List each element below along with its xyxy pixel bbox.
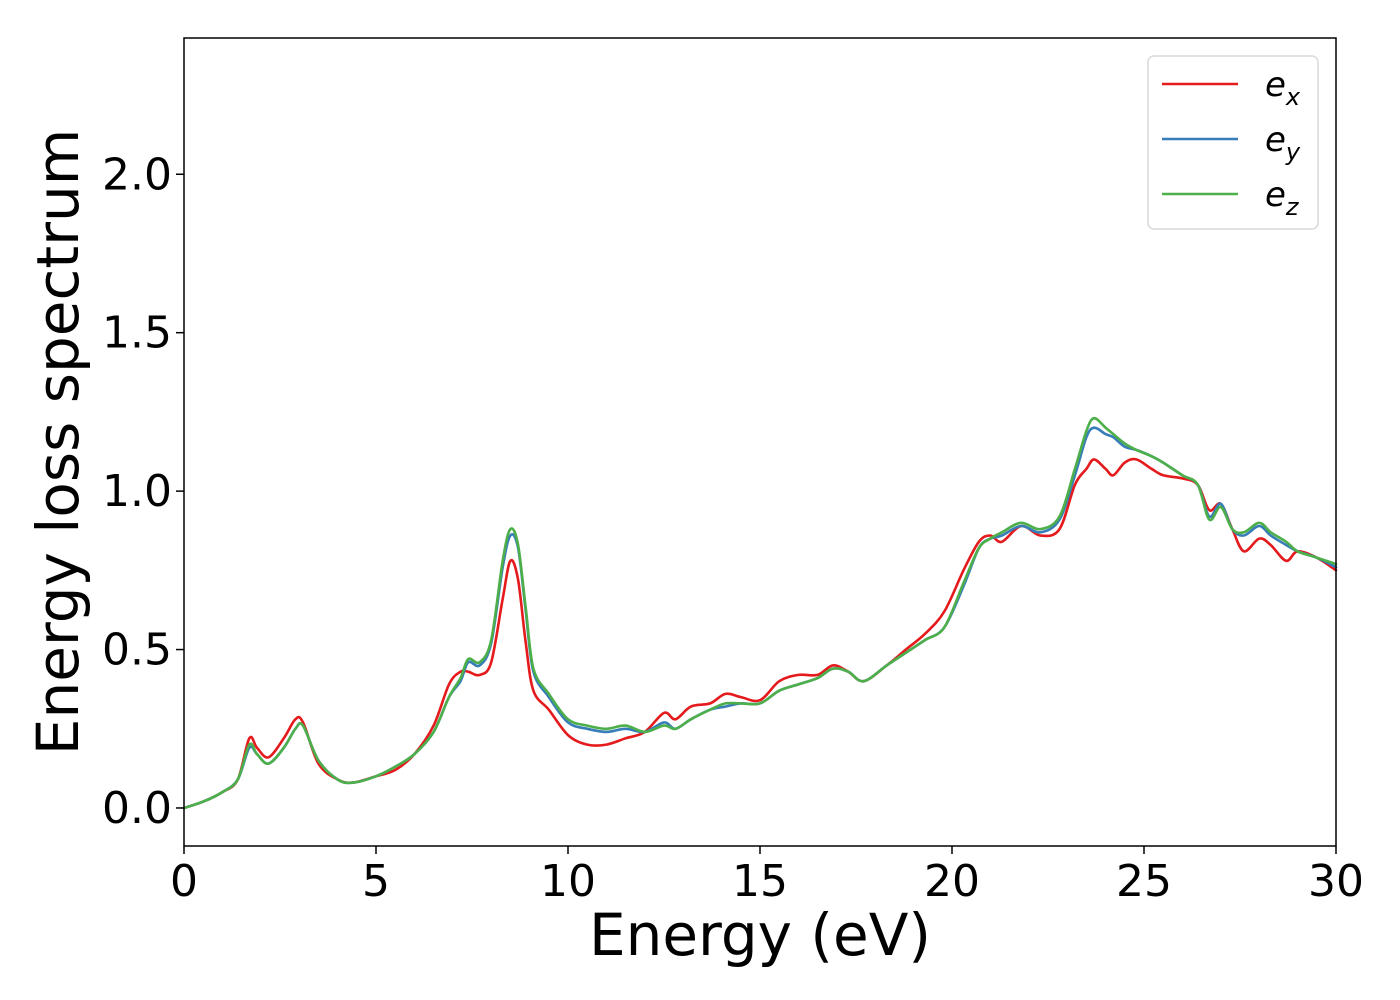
y-axis: 0.0 0.5 1.0 1.5 2.0 (102, 149, 184, 834)
x-axis: 0 5 10 15 20 25 30 (170, 846, 1364, 907)
plot-background (184, 38, 1336, 846)
x-tick-label: 25 (1116, 856, 1172, 907)
legend-label-y: ey (1265, 120, 1301, 166)
x-tick-label: 0 (170, 856, 198, 907)
y-tick-label: 0.0 (102, 783, 172, 834)
y-tick-label: 1.5 (102, 308, 172, 359)
x-tick-label: 10 (540, 856, 596, 907)
legend: ex ey ez (1147, 55, 1319, 230)
legend-label-x: ex (1265, 65, 1301, 111)
legend-label-z: ez (1265, 175, 1300, 221)
x-tick-label: 30 (1308, 856, 1364, 907)
series-line-z (182, 416, 1338, 810)
series-layer (182, 416, 1338, 810)
x-axis-label: Energy (eV) (589, 901, 931, 969)
legend-box (1147, 55, 1319, 230)
x-tick-label: 20 (924, 856, 980, 907)
y-tick-label: 2.0 (102, 149, 172, 200)
y-tick-label: 1.0 (102, 466, 172, 517)
y-tick-label: 0.5 (102, 625, 172, 676)
x-tick-label: 5 (362, 856, 390, 907)
y-axis-label: Energy loss spectrum (24, 129, 92, 755)
x-tick-label: 15 (732, 856, 788, 907)
